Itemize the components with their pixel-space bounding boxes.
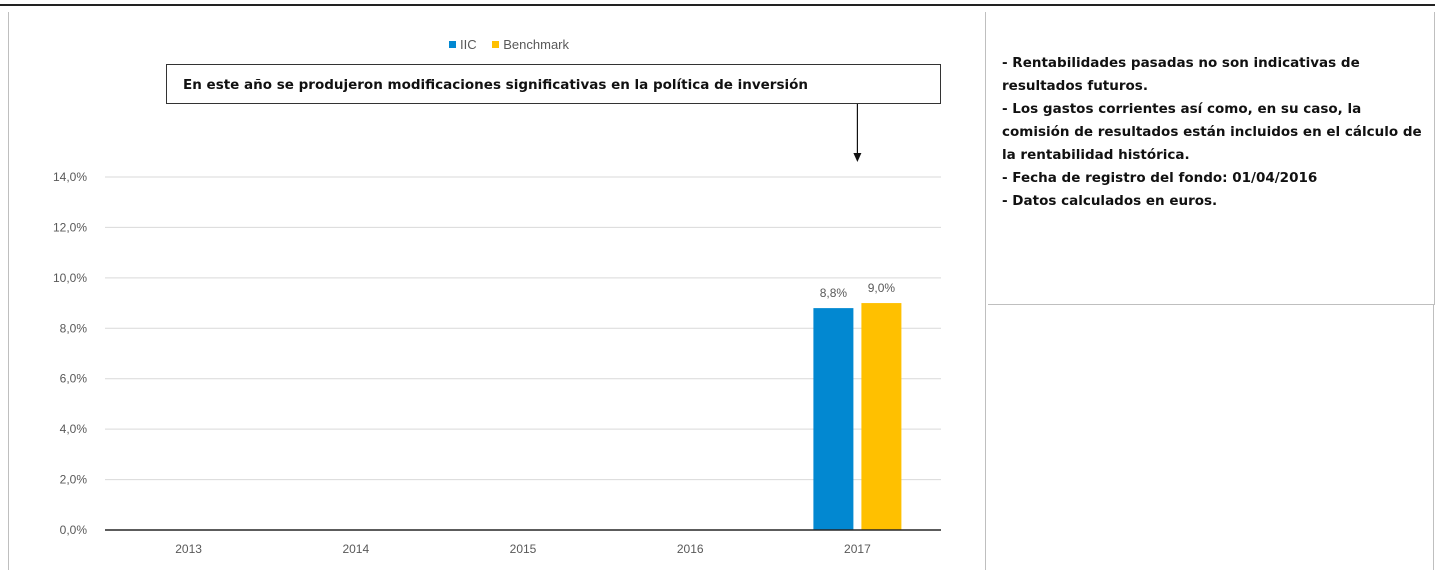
annotation-box: En este año se produjeron modificaciones…: [166, 64, 941, 104]
x-tick-label: 2015: [510, 542, 537, 556]
y-tick-label: 0,0%: [60, 523, 88, 537]
legend-swatch-iic: [449, 41, 456, 48]
bar-chart: 0,0% 2,0% 4,0% 6,0% 8,0% 10,0% 12,0% 14,0% 2013…: [53, 92, 941, 556]
data-label: 8,8%: [820, 286, 848, 300]
x-tick-label: 2016: [677, 542, 704, 556]
x-tick-label: 2013: [175, 542, 202, 556]
gridlines: [105, 176, 941, 481]
legend-item-benchmark: Benchmark: [492, 37, 569, 52]
y-tick-label: 10,0%: [53, 271, 87, 285]
y-tick-label: 4,0%: [60, 422, 88, 436]
y-tick-label: 6,0%: [60, 372, 88, 386]
chart-panel: 0,0% 2,0% 4,0% 6,0% 8,0% 10,0% 12,0% 14,0% 2013…: [8, 12, 986, 570]
legend-label-benchmark: Benchmark: [503, 37, 569, 52]
bars: [813, 303, 902, 530]
legend-label-iic: IIC: [460, 37, 477, 52]
y-tick-label: 8,0%: [60, 321, 88, 335]
chart-legend: IIC Benchmark: [449, 36, 581, 52]
y-tick-label: 14,0%: [53, 170, 87, 184]
top-border-rule: [0, 4, 1435, 6]
note-item: - Rentabilidades pasadas no son indicati…: [1002, 55, 1360, 94]
data-label: 9,0%: [868, 281, 896, 295]
annotation-text: En este año se produjeron modificaciones…: [183, 77, 808, 93]
notes-panel: - Rentabilidades pasadas no son indicati…: [988, 12, 1435, 305]
legend-item-iic: IIC: [449, 37, 477, 52]
x-tick-label: 2014: [342, 542, 369, 556]
note-item: - Datos calculados en euros.: [1002, 193, 1218, 209]
note-item: - Los gastos corrientes así como, en su …: [1002, 101, 1422, 163]
note-item: - Fecha de registro del fondo: 01/04/201…: [1002, 170, 1318, 186]
panel-border: [1433, 305, 1434, 570]
x-tick-label: 2017: [844, 542, 871, 556]
annotation-arrowhead: [853, 153, 862, 162]
bar-benchmark: [861, 303, 902, 530]
notes-list: - Rentabilidades pasadas no son indicati…: [988, 12, 1434, 213]
bar-iic: [813, 308, 854, 530]
y-tick-label: 2,0%: [60, 473, 88, 487]
y-tick-label: 12,0%: [53, 220, 87, 234]
x-axis-ticks: 2013 2014 2015 2016 2017: [175, 542, 871, 556]
y-axis-ticks: 0,0% 2,0% 4,0% 6,0% 8,0% 10,0% 12,0% 14,0%: [53, 170, 87, 537]
legend-swatch-benchmark: [492, 41, 500, 48]
data-labels: 8,8% 9,0%: [820, 281, 896, 300]
